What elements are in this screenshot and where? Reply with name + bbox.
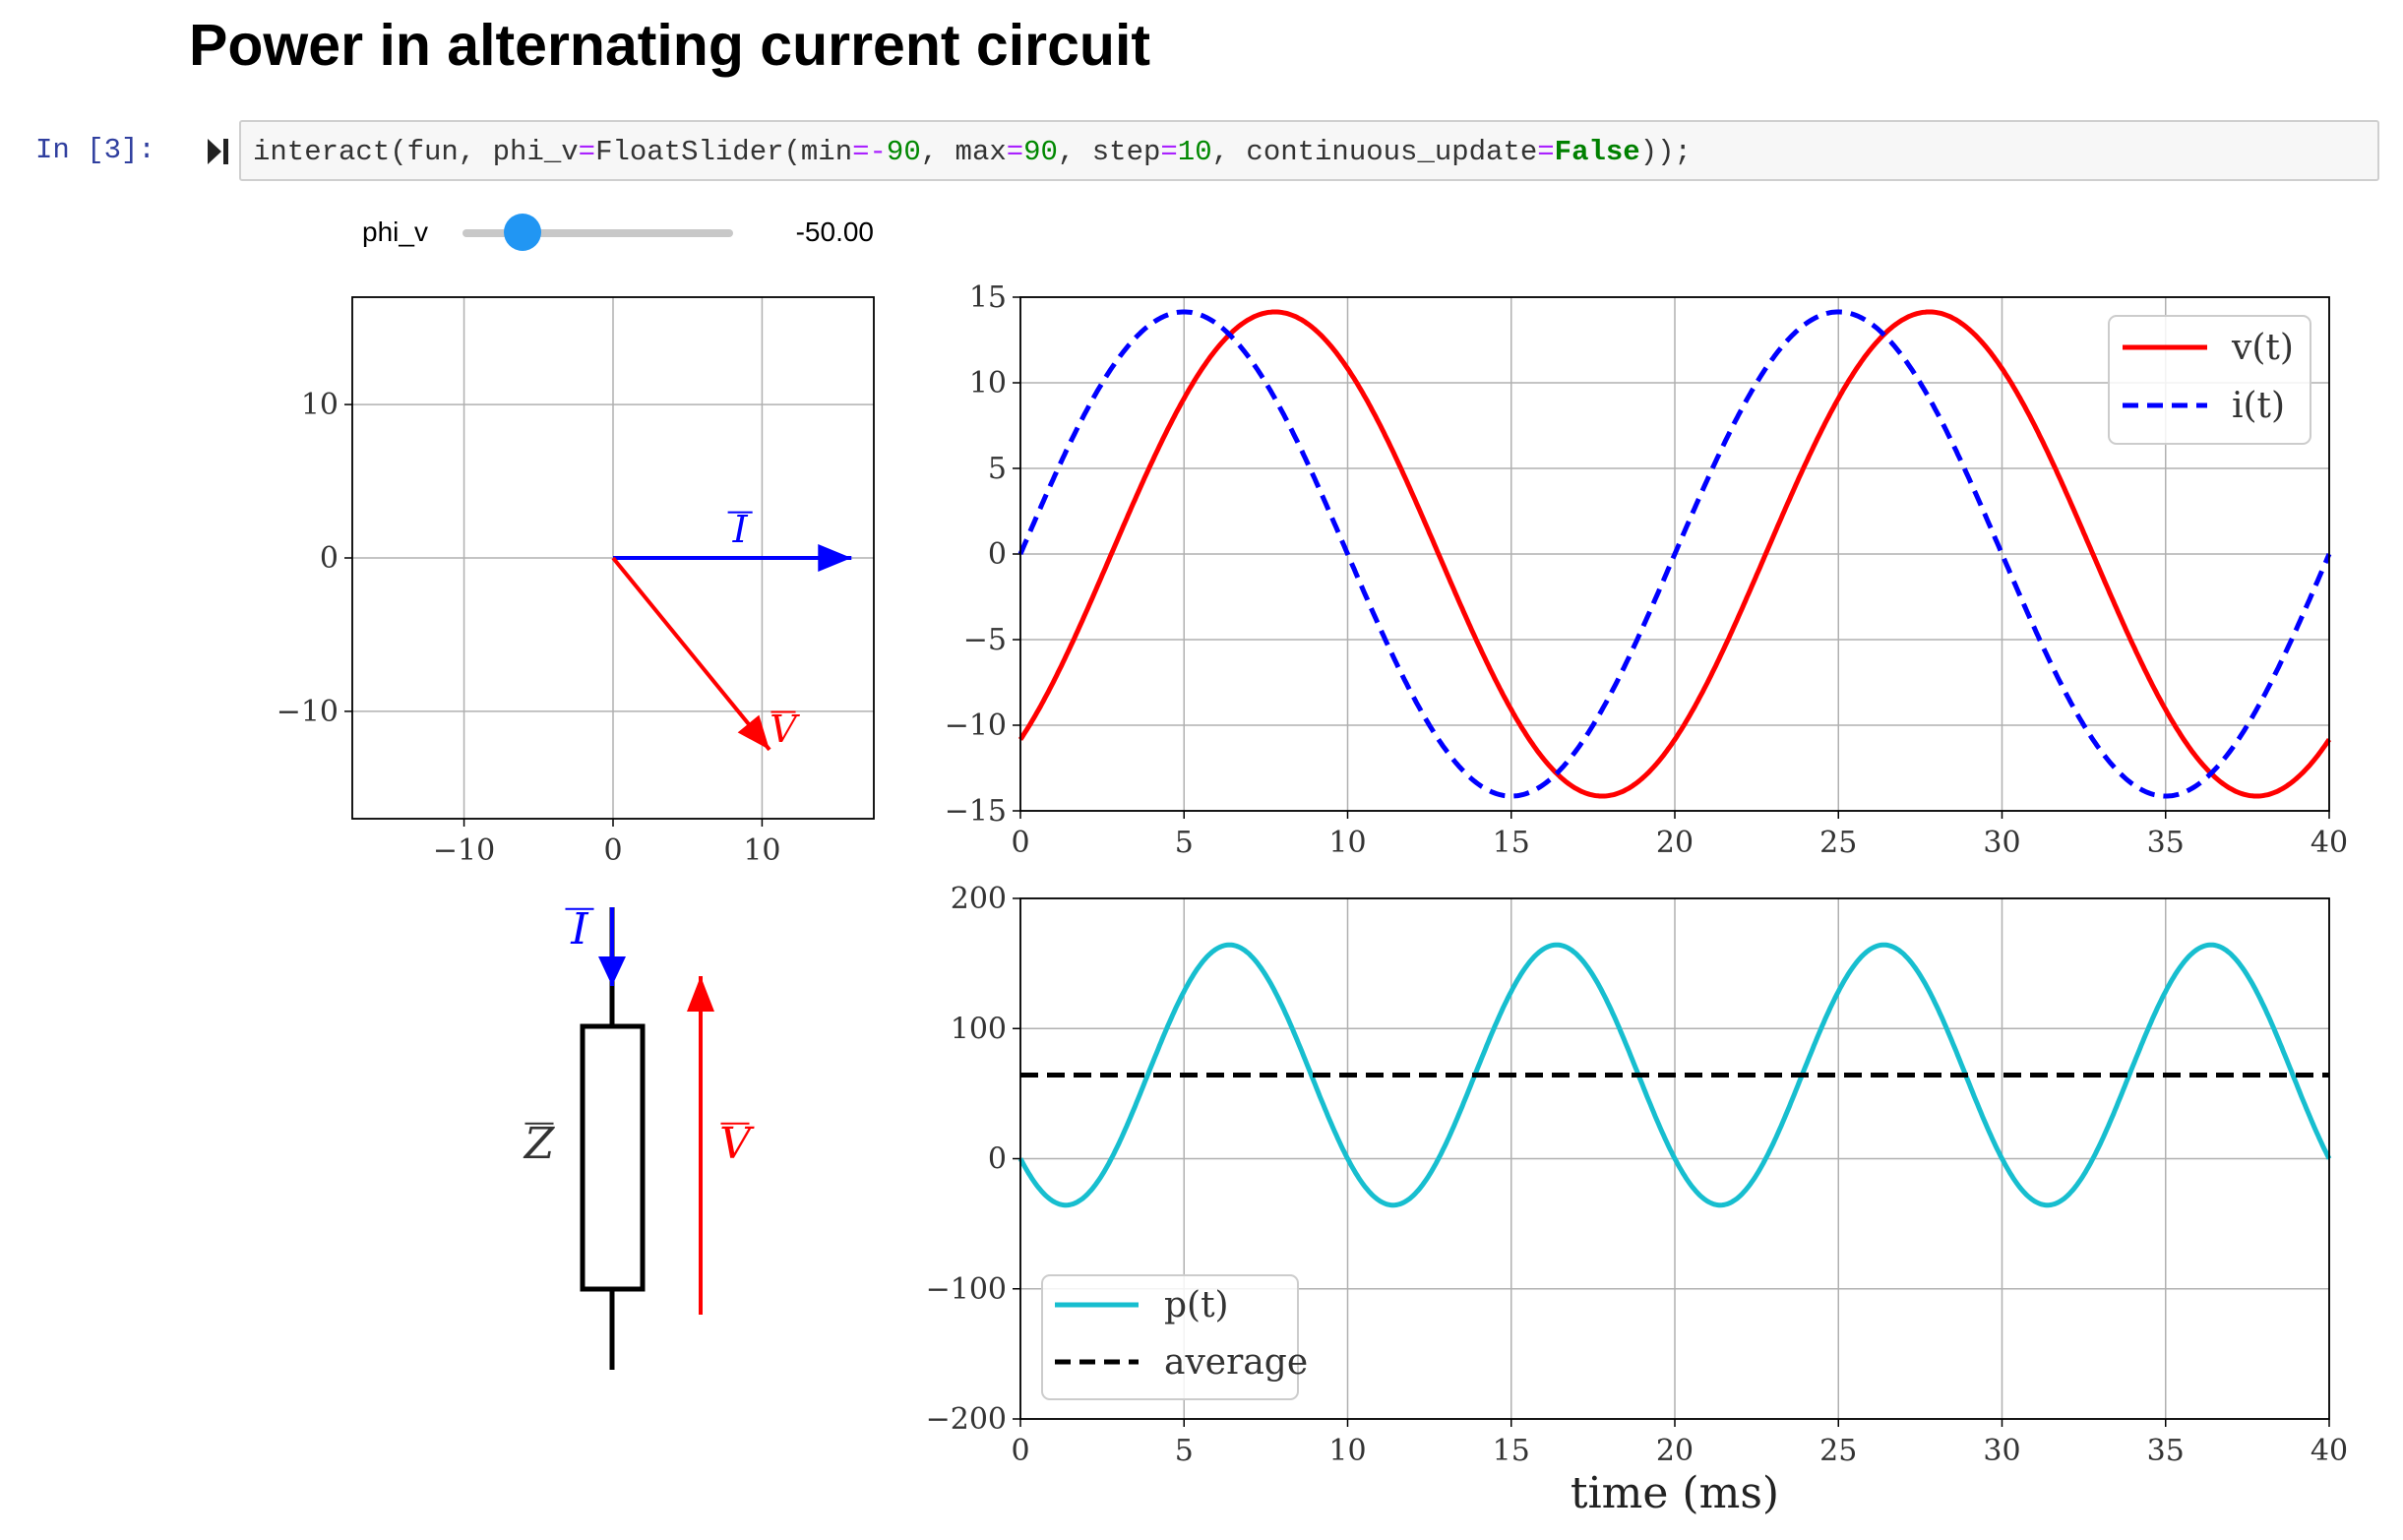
y-tick-label: −15 <box>945 794 1007 829</box>
x-tick-label: 15 <box>1493 1434 1530 1468</box>
y-tick-label: 10 <box>301 388 339 422</box>
x-tick-label: 40 <box>2311 1434 2348 1468</box>
code-token: 90 <box>886 136 921 168</box>
x-tick-label: 0 <box>603 833 622 868</box>
phi-v-slider-handle[interactable] <box>504 214 542 251</box>
x-tick-label: 0 <box>1011 826 1029 860</box>
phasor-i-head <box>818 544 852 572</box>
x-tick-label: 30 <box>1983 826 2020 860</box>
series-line-v <box>1017 309 2332 799</box>
axes-frame <box>351 296 875 820</box>
y-tick-label: 5 <box>988 452 1007 486</box>
y-tick-label: −100 <box>926 1272 1007 1307</box>
phasor-label-i: I <box>732 508 749 551</box>
cell-prompt: In [3]: <box>35 134 155 166</box>
code-cell-input[interactable]: interact(fun, phi_v=FloatSlider(min=-90,… <box>239 120 2379 181</box>
phasor-v-head <box>737 714 770 750</box>
x-tick-label: −10 <box>433 833 495 868</box>
impedance-box <box>580 1023 646 1292</box>
code-token: FloatSlider(min <box>595 136 853 168</box>
code-line[interactable]: interact(fun, phi_v=FloatSlider(min=-90,… <box>253 136 1692 168</box>
x-tick-label: 10 <box>1328 826 1366 860</box>
x-tick-label: 0 <box>1011 1434 1029 1468</box>
x-tick-label: 20 <box>1656 1434 1694 1468</box>
current-arrow-head <box>598 956 626 986</box>
code-token: 90 <box>1023 136 1058 168</box>
y-tick-label: 0 <box>988 1142 1007 1177</box>
y-tick-label: −10 <box>945 708 1007 743</box>
circuit-label-z: Z <box>523 1119 556 1169</box>
x-tick-label: 40 <box>2311 826 2348 860</box>
voltage-arrow-head <box>687 976 714 1012</box>
legend-label: average <box>1164 1342 1308 1383</box>
code-token: = <box>1537 136 1555 168</box>
x-tick-label: 35 <box>2147 826 2185 860</box>
phasor-v-shaft <box>611 556 771 752</box>
slider-readout[interactable]: -50.00 <box>795 216 874 247</box>
y-tick-label: 0 <box>320 541 339 576</box>
page-title: Power in alternating current circuit <box>189 13 1150 78</box>
y-tick-label: 15 <box>969 280 1007 315</box>
legend-label: v(t) <box>2231 328 2294 368</box>
axes-frame <box>1019 897 2330 1420</box>
code-token: interact(fun, phi_v <box>253 136 579 168</box>
x-tick-label: 5 <box>1175 1434 1194 1468</box>
y-tick-label: −5 <box>963 623 1007 657</box>
series-line-p <box>1017 942 2332 1208</box>
x-tick-label: 35 <box>2147 1434 2185 1468</box>
phi-v-slider-track[interactable] <box>462 229 733 237</box>
x-tick-label: 15 <box>1493 826 1530 860</box>
code-token: )); <box>1639 136 1692 168</box>
x-tick-label: 25 <box>1819 826 1857 860</box>
legend-label: p(t) <box>1164 1285 1229 1325</box>
y-tick-label: −200 <box>926 1402 1007 1437</box>
x-tick-label: 5 <box>1175 826 1194 860</box>
axes-frame <box>1019 296 2330 812</box>
y-tick-label: 10 <box>969 366 1007 400</box>
series-line-i <box>1017 309 2332 799</box>
slider-label: phi_v <box>362 216 428 247</box>
circuit-label-v: V <box>719 1119 755 1169</box>
x-tick-label: 25 <box>1819 1434 1857 1468</box>
code-token: =- <box>852 136 887 168</box>
run-cell-icon[interactable] <box>206 137 231 166</box>
x-tick-label: 10 <box>1328 1434 1366 1468</box>
x-axis-label: time (ms) <box>1571 1468 1779 1518</box>
y-tick-label: 0 <box>988 537 1007 572</box>
code-token: = <box>1160 136 1178 168</box>
code-token: False <box>1554 136 1640 168</box>
x-tick-label: 20 <box>1656 826 1694 860</box>
y-tick-label: 100 <box>951 1012 1007 1046</box>
legend-label: i(t) <box>2232 386 2285 426</box>
x-tick-label: 30 <box>1983 1434 2020 1468</box>
code-token: , max <box>920 136 1007 168</box>
y-tick-label: 200 <box>951 882 1007 916</box>
code-token: = <box>1006 136 1024 168</box>
code-token: = <box>578 136 596 168</box>
circuit-label-i: I <box>570 904 589 955</box>
code-token: , continuous_update <box>1211 136 1538 168</box>
y-tick-label: −10 <box>277 695 339 729</box>
x-tick-label: 10 <box>743 833 780 868</box>
phasor-label-v: V <box>770 708 800 751</box>
code-token: , step <box>1057 136 1161 168</box>
code-token: 10 <box>1177 136 1212 168</box>
